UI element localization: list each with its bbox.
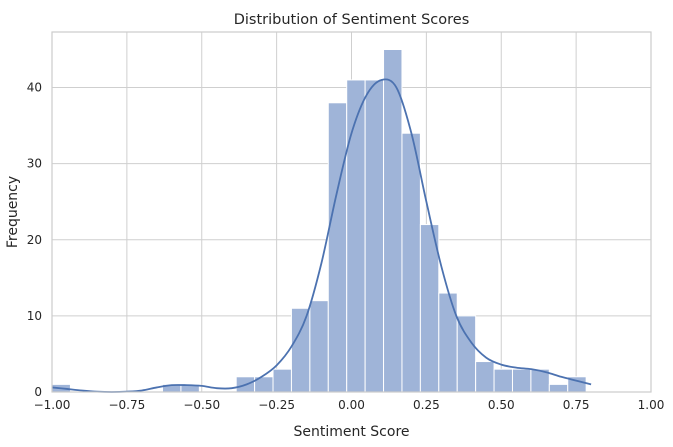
y-tick-label: 30 xyxy=(27,157,42,171)
histogram-bar xyxy=(364,79,385,393)
histogram-bar xyxy=(346,79,366,393)
y-tick-label: 40 xyxy=(27,81,42,95)
histogram-bar xyxy=(548,383,569,393)
y-axis-title: Frequency xyxy=(5,176,21,248)
x-tick-label: −0.50 xyxy=(183,398,220,412)
histogram-bar xyxy=(383,49,403,393)
x-tick-label: −0.25 xyxy=(258,398,295,412)
x-tick-label: −0.75 xyxy=(108,398,145,412)
x-tick-labels: −1.00 −0.75 −0.50 −0.25 0.00 0.25 0.50 0.75 1.00 xyxy=(34,398,665,412)
x-tick-label: 0.50 xyxy=(488,398,515,412)
histogram-bar xyxy=(327,102,348,393)
x-tick-label: 1.00 xyxy=(638,398,665,412)
histogram-bar xyxy=(290,307,311,393)
histogram-bar xyxy=(401,132,421,393)
histogram-bar xyxy=(511,368,532,393)
histogram-bar xyxy=(475,361,495,393)
histogram-bar xyxy=(438,292,458,393)
y-tick-labels: 0 10 20 30 40 xyxy=(27,81,42,399)
histogram-bar xyxy=(493,368,513,393)
x-tick-label: 0.00 xyxy=(338,398,365,412)
plot-frame xyxy=(51,31,652,393)
y-tick-label: 0 xyxy=(34,385,42,399)
y-tick-label: 20 xyxy=(27,233,42,247)
histogram-bar xyxy=(309,300,329,393)
histogram-bar xyxy=(419,224,440,393)
x-tick-label: −1.00 xyxy=(34,398,71,412)
histogram-bar xyxy=(456,315,477,393)
kde-curve xyxy=(51,78,592,393)
x-axis-title: Sentiment Score xyxy=(293,424,409,440)
x-tick-label: 0.75 xyxy=(563,398,590,412)
histogram-bars xyxy=(51,49,587,393)
x-tick-label: 0.25 xyxy=(413,398,440,412)
y-tick-label: 10 xyxy=(27,309,42,323)
histogram-bar xyxy=(272,368,292,393)
chart-title: Distribution of Sentiment Scores xyxy=(234,12,470,28)
